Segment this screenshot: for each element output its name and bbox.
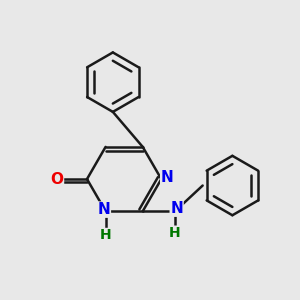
- Text: O: O: [50, 172, 64, 187]
- Text: H: H: [100, 229, 111, 242]
- Text: N: N: [161, 170, 173, 185]
- Text: N: N: [170, 201, 183, 216]
- Text: N: N: [98, 202, 110, 217]
- Text: H: H: [169, 226, 181, 240]
